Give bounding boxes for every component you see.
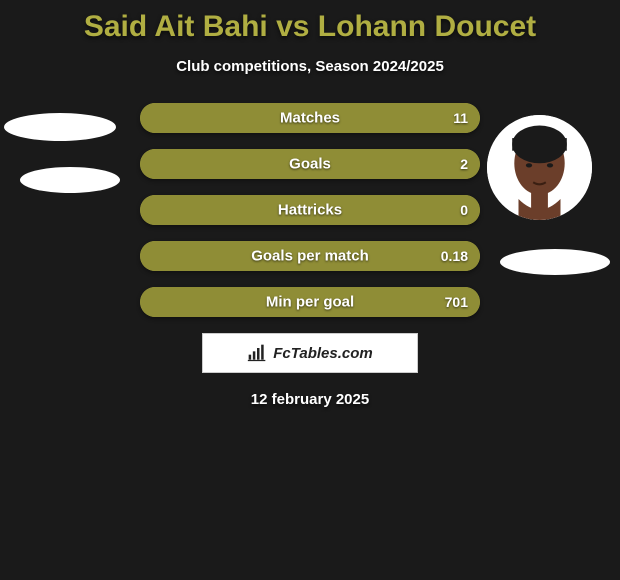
- date-label: 12 february 2025: [0, 391, 620, 408]
- stat-value: 11: [453, 110, 468, 126]
- placeholder-ellipse: [4, 113, 116, 141]
- avatar-face-icon: [487, 115, 592, 220]
- comparison-content: Matches 11 Goals 2 Hattricks 0 Goals per…: [0, 103, 620, 408]
- stat-value: 2: [460, 156, 468, 172]
- stat-label: Goals: [289, 156, 331, 173]
- brand-label: FcTables.com: [273, 345, 372, 362]
- stats-bars: Matches 11 Goals 2 Hattricks 0 Goals per…: [140, 103, 480, 317]
- stat-value: 701: [445, 294, 468, 310]
- stat-label: Goals per match: [251, 248, 369, 265]
- stat-label: Hattricks: [278, 202, 342, 219]
- stat-bar: Hattricks 0: [140, 195, 480, 225]
- stat-value: 0.18: [441, 248, 468, 264]
- stat-bar: Goals 2: [140, 149, 480, 179]
- stat-bar: Matches 11: [140, 103, 480, 133]
- player-right-avatar: [487, 115, 592, 220]
- stat-bar: Min per goal 701: [140, 287, 480, 317]
- stat-label: Matches: [280, 110, 340, 127]
- stat-label: Min per goal: [266, 294, 354, 311]
- page-title: Said Ait Bahi vs Lohann Doucet: [0, 0, 620, 44]
- stat-value: 0: [460, 202, 468, 218]
- placeholder-ellipse: [500, 249, 610, 275]
- placeholder-ellipse: [20, 167, 120, 193]
- subtitle: Club competitions, Season 2024/2025: [0, 58, 620, 75]
- brand-box[interactable]: FcTables.com: [202, 333, 418, 373]
- stat-bar: Goals per match 0.18: [140, 241, 480, 271]
- bar-chart-icon: [247, 343, 267, 363]
